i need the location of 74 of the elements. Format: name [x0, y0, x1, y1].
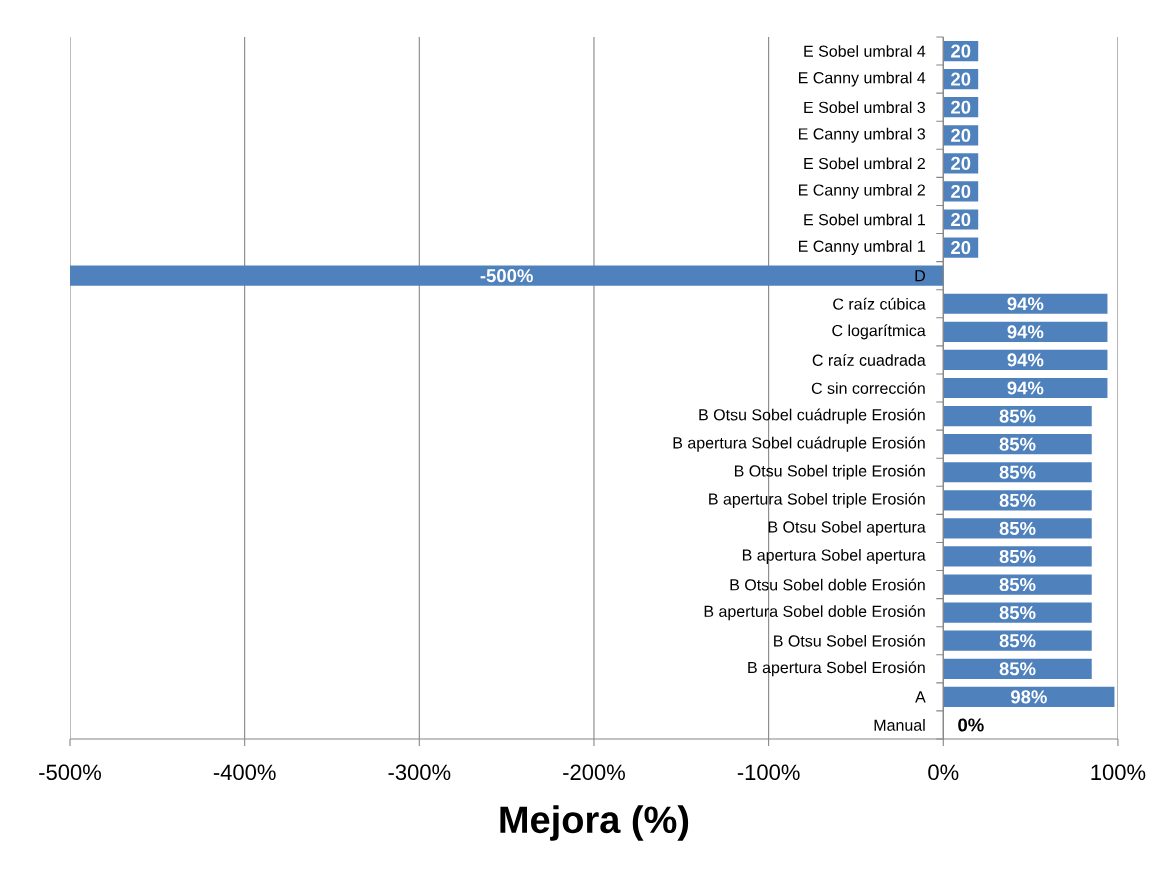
bar	[943, 293, 1108, 314]
x-tick-label: -500%	[39, 764, 102, 781]
data-label: 94%	[1007, 381, 1044, 395]
bar	[943, 630, 1092, 651]
data-label: 94%	[1007, 297, 1044, 311]
x-tick-label: -100%	[737, 764, 800, 781]
y-tick-label: B apertura Sobel Erosión	[748, 661, 925, 677]
data-label: 94%	[1007, 325, 1044, 339]
y-tick-label: B Otsu Sobel apertura	[768, 520, 926, 536]
data-label: 85%	[999, 493, 1036, 507]
data-label: 20	[951, 212, 971, 227]
bar	[943, 349, 1108, 371]
y-tick-label: C logarítmica	[832, 324, 926, 340]
y-tick-label: C sin corrección	[811, 382, 925, 394]
data-label: 20	[951, 128, 971, 142]
data-label: 20	[951, 72, 971, 86]
data-label: 85%	[999, 465, 1036, 479]
bar	[943, 434, 1092, 455]
x-axis-title: Mejora (%)	[500, 805, 689, 841]
x-tick-label: -200%	[563, 764, 625, 781]
data-label: 98%	[1010, 690, 1047, 704]
y-tick-label: E Canny umbral 4	[799, 71, 926, 87]
x-tick-label: -400%	[213, 764, 276, 781]
y-tick-label: C raíz cuadrada	[812, 353, 926, 366]
bar	[70, 265, 944, 286]
y-tick-label: E Sobel umbral 4	[804, 45, 926, 57]
data-label: 94%	[1007, 353, 1044, 367]
y-tick-label: E Canny umbral 2	[799, 183, 925, 199]
y-tick-label: B apertura Sobel apertura	[742, 549, 926, 564]
y-tick-label: B Otsu Sobel cuádruple Erosión	[699, 408, 925, 424]
data-label: 85%	[999, 578, 1036, 592]
bar	[943, 490, 1092, 511]
bar	[943, 602, 1092, 623]
y-tick-label: D	[915, 270, 925, 282]
data-label: 20	[951, 184, 971, 198]
bar	[943, 518, 1092, 539]
y-tick-label: B Otsu Sobel doble Erosión	[730, 578, 925, 591]
y-tick-label: E Canny umbral 1	[799, 240, 925, 256]
bar	[943, 321, 1108, 342]
bar	[943, 574, 1092, 595]
data-label: 20	[951, 100, 971, 114]
y-tick-label: A	[915, 691, 926, 703]
data-label: 85%	[999, 521, 1036, 535]
data-label: 20	[951, 156, 971, 170]
data-label: 85%	[999, 549, 1036, 564]
data-label: 85%	[999, 662, 1036, 676]
y-tick-label: B apertura Sobel cuádruple Erosión	[673, 436, 925, 452]
data-label: -500%	[480, 269, 533, 283]
data-label: 85%	[999, 606, 1036, 620]
x-tick-label: 0%	[928, 764, 959, 781]
y-tick-label: E Sobel umbral 3	[804, 101, 926, 114]
y-tick-label: B apertura Sobel doble Erosión	[704, 605, 925, 621]
x-tick-label: 100%	[1091, 764, 1146, 781]
bar	[943, 658, 1092, 679]
data-label: 0%	[958, 718, 984, 732]
y-tick-label: B Otsu Sobel Erosión	[774, 634, 925, 647]
bar	[943, 377, 1108, 399]
y-tick-label: Manual	[874, 719, 925, 731]
bar	[943, 686, 1115, 707]
y-tick-label: E Canny umbral 3	[799, 127, 926, 143]
data-label: 85%	[999, 437, 1036, 451]
y-tick-label: C raíz cúbica	[833, 297, 926, 310]
x-tick-label: -300%	[388, 764, 451, 781]
bar	[943, 405, 1092, 427]
y-tick-label: B apertura Sobel triple Erosión	[709, 492, 925, 508]
data-label: 85%	[999, 634, 1036, 648]
bar	[943, 546, 1092, 567]
y-tick-label: E Sobel umbral 1	[804, 213, 925, 226]
data-label: 85%	[999, 409, 1036, 423]
bar	[943, 462, 1092, 483]
data-label: 20	[951, 241, 971, 255]
y-tick-label: B Otsu Sobel triple Erosión	[734, 464, 925, 480]
y-tick-label: E Sobel umbral 2	[804, 157, 925, 170]
data-label: 20	[951, 44, 971, 58]
